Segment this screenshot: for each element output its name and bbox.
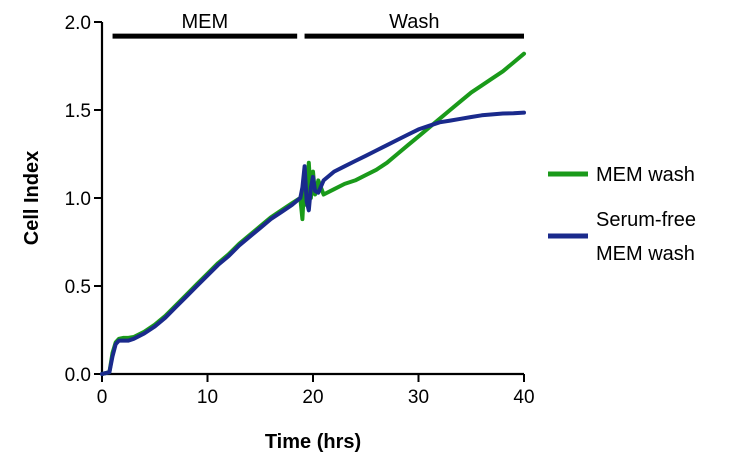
x-axis-title: Time (hrs)	[265, 431, 361, 453]
y-tick-label: 1.0	[65, 189, 91, 210]
phase-bars: MEM Wash	[112, 11, 524, 39]
x-tick-label: 10	[197, 387, 218, 408]
y-tick-label: 0.0	[65, 365, 91, 386]
y-axis-title: Cell Index	[21, 151, 43, 245]
x-tick-label: 0	[97, 387, 108, 408]
y-ticks: 0.0 0.5 1.0 1.5 2.0	[65, 13, 102, 386]
axes: 0 10 20 30 40 0.0 0.5 1.0 1.5 2.0	[65, 13, 535, 408]
y-tick-label: 0.5	[65, 277, 91, 298]
x-tick-label: 30	[408, 387, 429, 408]
series-line-2	[100, 110, 526, 376]
phase-label: MEM	[182, 11, 229, 33]
legend-label-2: Serum-free	[596, 209, 696, 231]
y-tick-label: 2.0	[65, 13, 91, 34]
x-tick-label: 40	[513, 387, 534, 408]
x-ticks: 0 10 20 30 40	[97, 374, 535, 408]
x-tick-label: 20	[302, 387, 323, 408]
phase-label: Wash	[389, 11, 439, 33]
legend: MEM wash Serum-free MEM wash	[548, 164, 696, 265]
y-tick-label: 1.5	[65, 101, 91, 122]
legend-label-1: MEM wash	[596, 164, 695, 186]
series-line-1	[100, 51, 526, 376]
series-layer	[100, 51, 526, 376]
legend-label-2: MEM wash	[596, 243, 695, 265]
